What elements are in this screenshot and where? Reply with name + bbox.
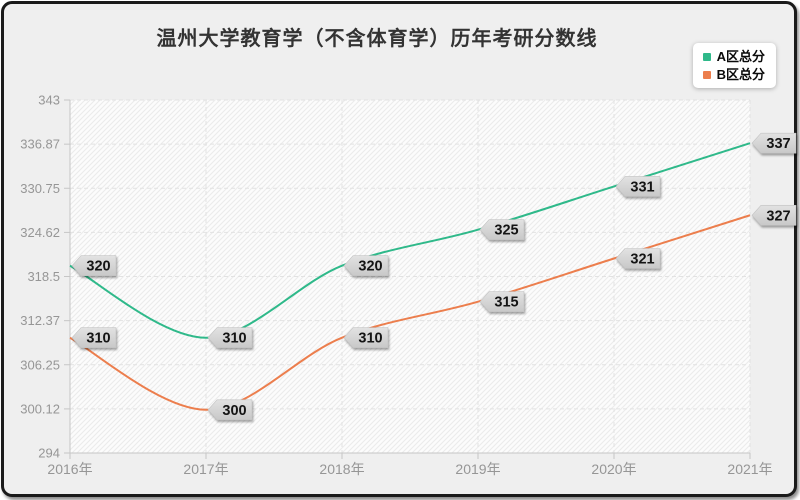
- point-label-value: 320: [86, 259, 110, 275]
- point-label-tag-1-5[interactable]: 327: [751, 204, 797, 226]
- y-tick-label: 324.62: [20, 225, 60, 240]
- point-label-tag-1-0[interactable]: 310: [71, 327, 117, 349]
- point-label-tag-0-5[interactable]: 337: [751, 132, 797, 154]
- point-label-tag-0-2[interactable]: 320: [343, 255, 389, 276]
- y-tick-label: 300.12: [20, 401, 60, 416]
- legend-marker-b-icon: [702, 70, 711, 79]
- legend-item-b-zone[interactable]: B区总分: [702, 67, 765, 82]
- legend: A区总分 B区总分: [692, 43, 776, 88]
- legend-item-a-zone[interactable]: A区总分: [702, 49, 765, 64]
- y-tick-label: 312.37: [20, 313, 60, 328]
- x-tick-label: 2018年: [319, 461, 364, 477]
- chart-title: 温州大学教育学（不含体育学）历年考研分数线: [156, 28, 598, 50]
- point-label-bg: [615, 248, 661, 269]
- point-label-bg: [207, 327, 253, 349]
- y-tick-label: 336.87: [20, 137, 60, 152]
- x-tick-label: 2019年: [455, 461, 500, 477]
- point-label-value: 331: [630, 179, 654, 195]
- point-label-value: 300: [222, 403, 246, 419]
- x-tick-label: 2021年: [727, 461, 772, 477]
- point-label-value: 310: [222, 331, 246, 347]
- point-label-tag-0-0[interactable]: 320: [71, 255, 117, 276]
- point-label-value: 310: [358, 331, 382, 347]
- point-label-tag-1-1[interactable]: 300: [207, 399, 253, 421]
- point-label-bg: [71, 255, 117, 276]
- y-tick-label: 306.25: [20, 357, 60, 372]
- point-label-bg: [343, 327, 389, 349]
- y-tick-label: 343: [38, 93, 60, 108]
- point-label-bg: [751, 204, 797, 226]
- point-label-bg: [479, 291, 525, 313]
- point-label-value: 337: [766, 136, 790, 152]
- point-label-tag-1-2[interactable]: 310: [343, 327, 389, 349]
- point-label-bg: [207, 399, 253, 421]
- point-label-bg: [479, 219, 525, 240]
- y-tick-label: 318.5: [27, 269, 60, 284]
- legend-label-a: A区总分: [716, 49, 765, 64]
- point-label-value: 320: [358, 259, 382, 275]
- legend-label-b: B区总分: [716, 67, 765, 82]
- legend-marker-a-icon: [702, 52, 711, 61]
- x-tick-label: 2020年: [591, 461, 636, 477]
- y-tick-label: 294: [38, 446, 60, 461]
- point-label-value: 310: [86, 331, 110, 347]
- point-label-value: 321: [630, 251, 654, 267]
- x-tick-label: 2017年: [183, 461, 228, 477]
- point-label-tag-0-1[interactable]: 310: [207, 327, 253, 349]
- point-label-tag-1-4[interactable]: 321: [615, 248, 661, 269]
- point-label-bg: [343, 255, 389, 276]
- point-label-value: 325: [494, 223, 518, 239]
- point-label-bg: [615, 176, 661, 197]
- point-label-value: 315: [494, 295, 518, 311]
- point-label-tag-1-3[interactable]: 315: [479, 291, 525, 313]
- point-label-tag-0-4[interactable]: 331: [615, 176, 661, 197]
- point-label-tag-0-3[interactable]: 325: [479, 219, 525, 240]
- y-tick-label: 330.75: [20, 181, 60, 196]
- x-tick-label: 2016年: [47, 461, 92, 477]
- point-label-value: 327: [766, 208, 790, 224]
- point-label-bg: [751, 132, 797, 154]
- point-label-bg: [71, 327, 117, 349]
